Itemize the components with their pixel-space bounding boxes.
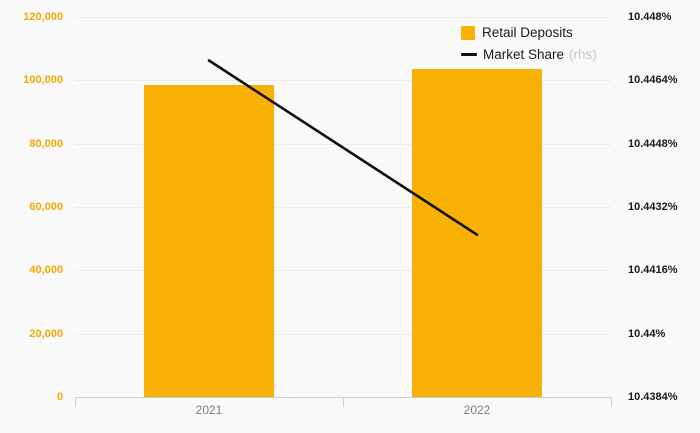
y-axis-label-left: 60,000 [29, 201, 63, 213]
y-axis-label-left: 0 [56, 391, 63, 403]
legend-label-retail-deposits: Retail Deposits [482, 25, 573, 40]
x-axis-label-2022: 2022 [463, 403, 491, 417]
y-axis-label-left: 20,000 [29, 327, 63, 340]
x-axis-tick [75, 397, 76, 407]
y-axis-label-right: 10.4432% [628, 201, 678, 213]
legend-label-rhs: (rhs) [569, 47, 597, 62]
legend-item-retail-deposits: Retail Deposits [461, 25, 597, 40]
bar-2021 [144, 85, 274, 397]
y-axis-label-left: 80,000 [29, 137, 63, 150]
y-axis-label-left: 120,000 [23, 11, 63, 23]
line-swatch-icon [461, 53, 477, 56]
y-axis-label-right: 10.4448% [628, 137, 678, 150]
gridline [75, 17, 611, 18]
gridline [75, 333, 611, 335]
bar-swatch-icon [461, 25, 475, 40]
y-axis-label-right: 10.448% [628, 11, 672, 23]
y-axis-label-right: 10.4464% [628, 74, 678, 87]
y-axis-label-left: 40,000 [29, 264, 63, 277]
bar-2022 [412, 69, 542, 397]
x-axis-tick [611, 397, 612, 407]
gridline [75, 270, 611, 272]
y-axis-label-right: 10.4416% [628, 264, 678, 277]
x-axis-label-2021: 2021 [195, 403, 223, 417]
legend-label-market-share: Market Share [483, 47, 565, 62]
y-axis-label-left: 100,000 [23, 74, 63, 87]
legend-item-market-share: Market Share (rhs) [461, 47, 597, 62]
y-axis-label-right: 10.4384% [628, 391, 678, 403]
y-axis-label-right: 10.44% [628, 327, 666, 340]
x-axis-tick [343, 397, 344, 407]
legend: Retail Deposits Market Share (rhs) [461, 25, 597, 62]
